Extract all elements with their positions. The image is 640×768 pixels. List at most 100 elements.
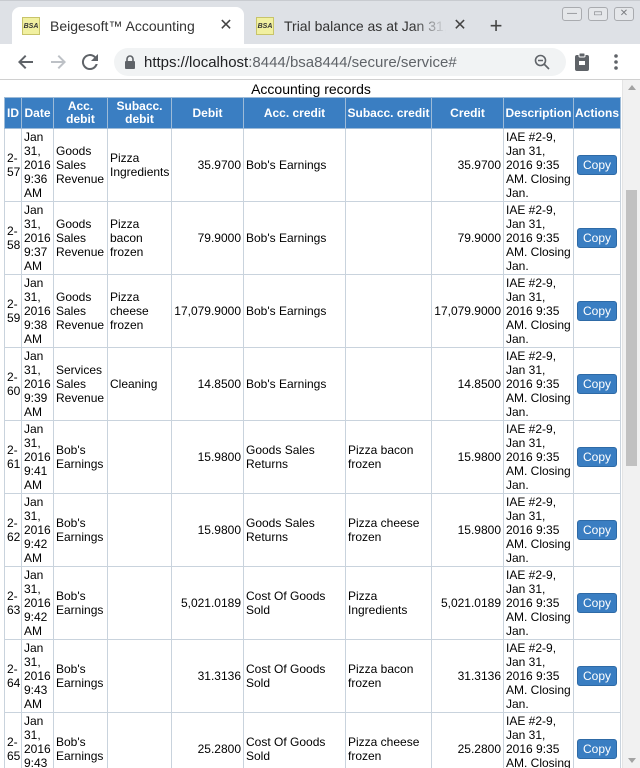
cell-subacc-credit: Pizza bacon frozen: [345, 639, 432, 713]
column-header[interactable]: Acc. debit: [53, 97, 108, 129]
cell-subacc-debit: [107, 712, 172, 768]
copy-button[interactable]: Copy: [576, 593, 617, 613]
column-header[interactable]: Date: [21, 97, 54, 129]
cell-id: 2-59: [4, 274, 22, 348]
cell-credit: 25.2800: [431, 712, 504, 768]
new-tab-button[interactable]: +: [489, 13, 503, 38]
close-tab-icon[interactable]: ✕: [453, 17, 467, 34]
cell-debit: 15.9800: [171, 493, 244, 567]
cell-actions: Copy: [573, 566, 621, 640]
minimize-window-icon[interactable]: —: [562, 7, 582, 21]
column-header[interactable]: Debit: [171, 97, 244, 129]
table-row: 2-63 Jan 31, 2016 9:42 AM Bob's Earnings 5,…: [4, 566, 621, 640]
cell-date: Jan 31, 2016 9:42 AM: [21, 566, 54, 640]
cell-date: Jan 31, 2016 9:36 AM: [21, 128, 54, 202]
cell-actions: Copy: [573, 201, 621, 275]
cell-subacc-debit: [107, 493, 172, 567]
column-header[interactable]: Description: [503, 97, 574, 129]
url-text: https://localhost:8444/bsa8444/secure/se…: [144, 53, 457, 71]
cell-credit: 5,021.0189: [431, 566, 504, 640]
tab-title: Trial balance as at Jan 31, 2016: [284, 18, 446, 34]
back-arrow-icon[interactable]: [14, 50, 38, 74]
column-header[interactable]: Subacc. credit: [345, 97, 432, 129]
copy-button[interactable]: Copy: [576, 666, 617, 686]
cell-subacc-credit: [345, 128, 432, 202]
cell-acc-credit: Bob's Earnings: [243, 347, 346, 421]
maximize-window-icon[interactable]: ▭: [588, 7, 608, 21]
cell-subacc-debit: Pizza cheese frozen: [107, 274, 172, 348]
copy-button[interactable]: Copy: [576, 739, 617, 759]
cell-acc-credit: Bob's Earnings: [243, 128, 346, 202]
cell-acc-credit: Goods Sales Returns: [243, 420, 346, 494]
scroll-down-arrow-icon[interactable]: [628, 758, 636, 763]
column-header[interactable]: Subacc. debit: [107, 97, 172, 129]
column-header[interactable]: Acc. credit: [243, 97, 346, 129]
cell-acc-debit: Bob's Earnings: [53, 566, 108, 640]
cell-actions: Copy: [573, 493, 621, 567]
cell-date: Jan 31, 2016 9:43 AM: [21, 639, 54, 713]
cell-acc-credit: Bob's Earnings: [243, 201, 346, 275]
cell-acc-debit: Bob's Earnings: [53, 493, 108, 567]
tab-title: Beigesoft™ Accounting: [50, 18, 195, 34]
cell-id: 2-58: [4, 201, 22, 275]
cell-date: Jan 31, 2016 9:42 AM: [21, 493, 54, 567]
copy-button[interactable]: Copy: [576, 374, 617, 394]
cell-debit: 14.8500: [171, 347, 244, 421]
copy-button[interactable]: Copy: [576, 447, 617, 467]
scrollbar-thumb[interactable]: [626, 190, 637, 466]
cell-description: IAE #2-9, Jan 31, 2016 9:35 AM. Closing …: [503, 274, 574, 348]
address-bar[interactable]: https://localhost:8444/bsa8444/secure/se…: [114, 48, 566, 76]
cell-description: IAE #2-9, Jan 31, 2016 9:35 AM. Closing …: [503, 347, 574, 421]
copy-button[interactable]: Copy: [576, 301, 617, 321]
cell-credit: 79.9000: [431, 201, 504, 275]
reload-icon[interactable]: [78, 50, 102, 74]
cell-credit: 35.9700: [431, 128, 504, 202]
cell-credit: 15.9800: [431, 493, 504, 567]
menu-kebab-icon[interactable]: [604, 50, 628, 74]
scroll-up-arrow-icon[interactable]: [628, 85, 636, 90]
forward-arrow-icon[interactable]: [46, 50, 70, 74]
cell-subacc-debit: [107, 639, 172, 713]
cell-subacc-credit: [345, 347, 432, 421]
cell-acc-credit: Goods Sales Returns: [243, 493, 346, 567]
cell-debit: 17,079.9000: [171, 274, 244, 348]
cell-date: Jan 31, 2016 9:43 AM: [21, 712, 54, 768]
copy-button[interactable]: Copy: [576, 520, 617, 540]
cell-acc-debit: Bob's Earnings: [53, 639, 108, 713]
bsa-favicon-icon: BSA: [22, 17, 40, 35]
close-window-icon[interactable]: ✕: [614, 7, 634, 21]
tab-accounting[interactable]: BSA Beigesoft™ Accounting ✕: [12, 7, 244, 45]
close-tab-icon[interactable]: ✕: [219, 17, 233, 34]
browser-toolbar: https://localhost:8444/bsa8444/secure/se…: [0, 44, 640, 80]
cell-actions: Copy: [573, 128, 621, 202]
cell-acc-debit: Goods Sales Revenue: [53, 274, 108, 348]
cell-id: 2-60: [4, 347, 22, 421]
cell-subacc-debit: Pizza bacon frozen: [107, 201, 172, 275]
column-header[interactable]: Credit: [431, 97, 504, 129]
table-row: 2-62 Jan 31, 2016 9:42 AM Bob's Earnings 15…: [4, 493, 621, 567]
cell-acc-credit: Cost Of Goods Sold: [243, 639, 346, 713]
cell-debit: 35.9700: [171, 128, 244, 202]
vertical-scrollbar[interactable]: [622, 80, 640, 768]
cell-date: Jan 31, 2016 9:37 AM: [21, 201, 54, 275]
page-title: Accounting records: [251, 81, 371, 97]
clipboard-extension-icon[interactable]: [570, 50, 594, 74]
cell-date: Jan 31, 2016 9:41 AM: [21, 420, 54, 494]
cell-acc-credit: Cost Of Goods Sold: [243, 566, 346, 640]
column-header[interactable]: ID: [4, 97, 22, 129]
accounting-records-table: ID Date Acc. debit Subacc. debit Debit A…: [4, 97, 621, 768]
zoom-icon[interactable]: [534, 54, 550, 73]
lock-icon: [124, 55, 136, 72]
cell-credit: 14.8500: [431, 347, 504, 421]
cell-description: IAE #2-9, Jan 31, 2016 9:35 AM. Closing …: [503, 712, 574, 768]
cell-actions: Copy: [573, 347, 621, 421]
browser-tab-strip: BSA Beigesoft™ Accounting ✕ BSA Trial ba…: [0, 0, 640, 45]
copy-button[interactable]: Copy: [576, 155, 617, 175]
cell-subacc-debit: [107, 420, 172, 494]
tab-trial-balance[interactable]: BSA Trial balance as at Jan 31, 2016 ✕: [246, 7, 478, 45]
copy-button[interactable]: Copy: [576, 228, 617, 248]
table-row: 2-61 Jan 31, 2016 9:41 AM Bob's Earnings 15…: [4, 420, 621, 494]
cell-description: IAE #2-9, Jan 31, 2016 9:35 AM. Closing …: [503, 566, 574, 640]
cell-credit: 31.3136: [431, 639, 504, 713]
cell-acc-debit: Goods Sales Revenue: [53, 201, 108, 275]
